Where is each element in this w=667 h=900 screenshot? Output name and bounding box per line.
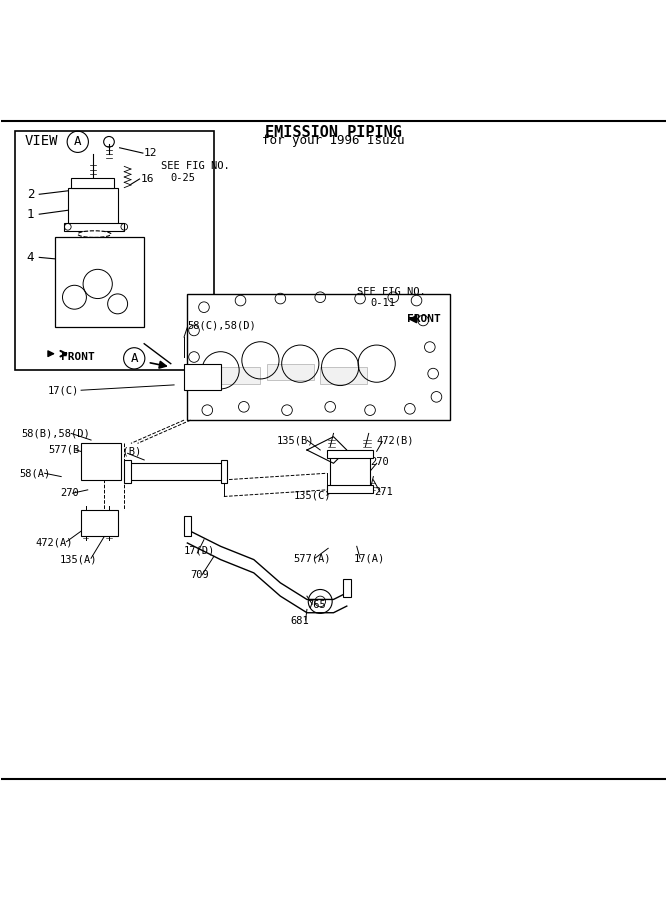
Text: 58(A): 58(A) xyxy=(19,468,51,478)
Ellipse shape xyxy=(78,230,111,238)
Text: 472(A): 472(A) xyxy=(36,538,73,548)
Text: 270: 270 xyxy=(60,488,79,499)
Text: 765: 765 xyxy=(307,599,325,610)
Bar xyxy=(184,517,191,536)
Bar xyxy=(81,509,117,536)
Bar xyxy=(327,450,374,458)
Text: 12: 12 xyxy=(144,148,157,158)
Text: 577(A): 577(A) xyxy=(293,554,331,563)
Bar xyxy=(344,579,352,598)
Text: 17(A): 17(A) xyxy=(354,554,385,563)
Bar xyxy=(71,177,114,187)
Bar xyxy=(187,294,450,420)
Text: 17(D): 17(D) xyxy=(184,546,215,556)
Text: 681: 681 xyxy=(290,616,309,626)
Text: 135(A): 135(A) xyxy=(60,554,97,564)
Text: 4: 4 xyxy=(27,251,34,264)
Bar xyxy=(124,460,131,483)
Bar xyxy=(214,367,260,383)
Text: 1: 1 xyxy=(27,208,34,220)
Bar xyxy=(127,464,224,480)
Text: 0-11: 0-11 xyxy=(370,298,395,308)
Text: 58(B),58(D): 58(B),58(D) xyxy=(21,428,90,438)
Text: SEE FIG NO.: SEE FIG NO. xyxy=(161,161,229,171)
Text: 0-25: 0-25 xyxy=(171,173,196,183)
Text: 58(C),58(D): 58(C),58(D) xyxy=(187,320,256,330)
Bar xyxy=(68,187,117,224)
Text: 704: 704 xyxy=(184,472,203,483)
Text: 271: 271 xyxy=(375,487,394,497)
Text: 135(C): 135(C) xyxy=(293,491,331,500)
Bar xyxy=(327,485,374,493)
Bar xyxy=(81,444,121,480)
Bar xyxy=(221,460,227,483)
Text: EMISSION PIPING: EMISSION PIPING xyxy=(265,124,402,140)
Text: 17(C): 17(C) xyxy=(48,385,79,395)
Text: SEE FIG NO.: SEE FIG NO. xyxy=(357,287,426,297)
Text: 16: 16 xyxy=(141,174,154,184)
Text: 472(B): 472(B) xyxy=(377,435,414,445)
Text: VIEW: VIEW xyxy=(25,134,58,148)
Bar xyxy=(65,223,124,230)
Text: 2: 2 xyxy=(27,188,34,201)
Bar xyxy=(267,364,313,381)
Text: 709: 709 xyxy=(191,570,209,580)
Bar xyxy=(330,456,370,490)
Text: 17(B): 17(B) xyxy=(111,446,142,456)
Text: 135(B): 135(B) xyxy=(277,435,315,445)
Text: FRONT: FRONT xyxy=(61,352,95,362)
Text: A: A xyxy=(131,352,138,365)
Text: 577(B): 577(B) xyxy=(48,445,85,455)
Text: 1: 1 xyxy=(204,367,211,377)
Bar xyxy=(320,367,367,383)
Bar xyxy=(15,131,214,370)
Bar xyxy=(55,238,144,327)
Text: FRONT: FRONT xyxy=(407,314,440,324)
Bar xyxy=(184,364,221,391)
Text: A: A xyxy=(74,135,81,148)
Text: for your 1996 Isuzu: for your 1996 Isuzu xyxy=(262,134,405,148)
Text: 270: 270 xyxy=(370,457,389,467)
